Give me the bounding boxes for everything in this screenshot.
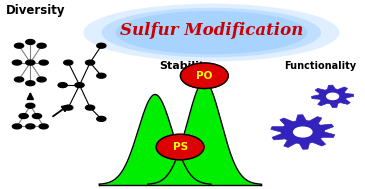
Circle shape bbox=[156, 134, 204, 160]
Circle shape bbox=[85, 60, 95, 65]
Circle shape bbox=[58, 83, 67, 88]
Circle shape bbox=[15, 43, 24, 48]
Circle shape bbox=[64, 105, 73, 110]
Circle shape bbox=[97, 116, 106, 121]
Circle shape bbox=[37, 77, 46, 82]
Circle shape bbox=[26, 103, 35, 108]
Circle shape bbox=[26, 124, 35, 129]
Polygon shape bbox=[312, 85, 354, 108]
Circle shape bbox=[180, 63, 228, 88]
Circle shape bbox=[327, 93, 339, 100]
Polygon shape bbox=[271, 115, 335, 149]
Circle shape bbox=[39, 124, 48, 129]
Circle shape bbox=[293, 127, 312, 137]
Circle shape bbox=[75, 83, 84, 88]
Circle shape bbox=[26, 60, 35, 65]
Circle shape bbox=[37, 43, 46, 48]
Ellipse shape bbox=[102, 8, 321, 57]
Circle shape bbox=[12, 124, 22, 129]
Circle shape bbox=[12, 60, 22, 65]
Circle shape bbox=[32, 114, 42, 119]
Text: Diversity: Diversity bbox=[6, 4, 65, 17]
Circle shape bbox=[15, 77, 24, 82]
Text: Functionality: Functionality bbox=[284, 61, 356, 71]
Text: PS: PS bbox=[173, 142, 188, 152]
Circle shape bbox=[85, 105, 95, 110]
Text: Stability: Stability bbox=[159, 61, 211, 71]
Text: Sulfur Modification: Sulfur Modification bbox=[120, 22, 303, 39]
Circle shape bbox=[26, 40, 35, 44]
Circle shape bbox=[26, 81, 35, 86]
Circle shape bbox=[97, 43, 106, 48]
Ellipse shape bbox=[115, 11, 307, 54]
Circle shape bbox=[64, 60, 73, 65]
Ellipse shape bbox=[84, 4, 339, 61]
Text: PO: PO bbox=[196, 71, 212, 81]
Circle shape bbox=[97, 73, 106, 78]
Circle shape bbox=[19, 114, 28, 119]
Circle shape bbox=[39, 60, 48, 65]
